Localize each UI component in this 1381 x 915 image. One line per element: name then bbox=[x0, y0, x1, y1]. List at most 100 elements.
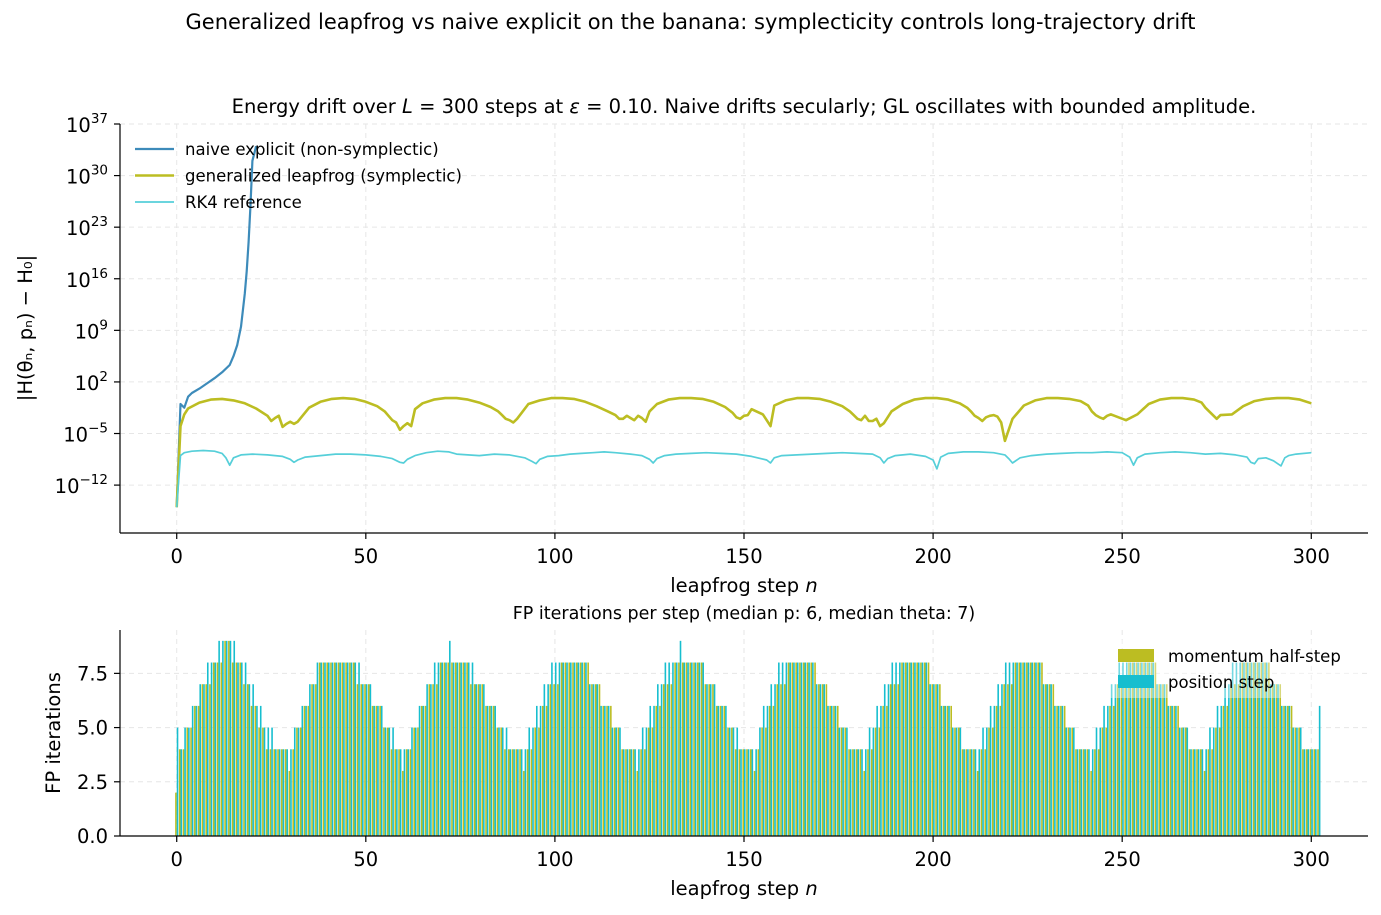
fp-bar-s1-112 bbox=[600, 705, 602, 836]
fp-bar-s1-283 bbox=[1246, 662, 1249, 836]
fp-bar-s1-103 bbox=[566, 662, 568, 836]
fp-bar-s1-10 bbox=[214, 662, 217, 836]
fp-bar-s0-192 bbox=[901, 662, 903, 836]
fp-bar-s0-30 bbox=[288, 770, 291, 836]
fp-bar-s0-212 bbox=[976, 770, 979, 836]
fp-bar-s1-50 bbox=[365, 684, 368, 836]
fp-bar-s0-281 bbox=[1237, 684, 1240, 836]
fp-bar-s0-198 bbox=[923, 662, 926, 836]
fp-bar-s1-233 bbox=[1057, 705, 1060, 836]
fp-bar-s1-177 bbox=[846, 727, 848, 836]
fp-bar-s1-67 bbox=[430, 684, 432, 836]
fp-y-ticks: 0.0 2.5 5.0 7.5 bbox=[77, 662, 120, 848]
fp-bar-s1-44 bbox=[343, 662, 345, 836]
fp-bar-s1-62 bbox=[411, 727, 413, 836]
fp-bar-s1-56 bbox=[388, 727, 391, 836]
fp-bar-s1-75 bbox=[460, 662, 462, 836]
fp-bar-s1-202 bbox=[940, 705, 943, 836]
fp-bar-s0-102 bbox=[560, 662, 563, 836]
fp-bar-s0-283 bbox=[1245, 662, 1247, 836]
energy-legend: naive explicit (non-symplectic) generaliz… bbox=[135, 140, 462, 212]
fp-bar-s0-60 bbox=[402, 770, 404, 836]
fp-bar-s1-24 bbox=[267, 727, 270, 836]
fp-bar-s1-141 bbox=[709, 684, 712, 836]
fp-bar-s1-85 bbox=[498, 727, 500, 836]
fp-bar-s1-214 bbox=[986, 727, 988, 836]
fp-bar-s1-100 bbox=[554, 662, 557, 836]
fp-bar-s0-178 bbox=[848, 749, 850, 836]
fp-bar-s0-35 bbox=[307, 705, 310, 836]
fp-bar-s1-104 bbox=[570, 662, 572, 836]
fp-bar-s0-137 bbox=[693, 662, 695, 836]
fp-bar-s0-236 bbox=[1067, 727, 1070, 836]
fp-bar-s0-206 bbox=[954, 727, 956, 836]
fp-bar-s1-272 bbox=[1205, 749, 1207, 836]
fp-bar-s1-77 bbox=[467, 662, 470, 836]
fp-bar-s0-17 bbox=[239, 662, 242, 836]
fp-bar-s1-188 bbox=[887, 684, 890, 836]
fp-bar-s1-17 bbox=[241, 662, 243, 836]
fp-bar-s1-222 bbox=[1016, 662, 1018, 836]
fp-bar-s1-69 bbox=[437, 662, 440, 836]
fp-bar-s1-124 bbox=[645, 727, 648, 836]
fp-bar-s1-249 bbox=[1118, 662, 1120, 836]
fp-bar-s1-91 bbox=[520, 749, 523, 836]
fp-bar-s0-24 bbox=[265, 749, 268, 836]
fp-bar-s1-32 bbox=[297, 727, 300, 836]
fp-bar-s1-154 bbox=[759, 727, 761, 836]
fp-bar-s0-1 bbox=[178, 749, 181, 836]
fp-bar-s1-45 bbox=[346, 662, 349, 836]
fp-bar-s1-113 bbox=[604, 705, 606, 836]
energy-y-label: |H(θₙ, pₙ) − H₀| bbox=[14, 255, 37, 401]
fp-bar-s0-295 bbox=[1290, 705, 1293, 836]
fp-bar-s1-166 bbox=[804, 662, 807, 836]
fp-bar-s1-205 bbox=[952, 727, 954, 836]
fp-bar-s0-44 bbox=[341, 662, 344, 836]
fp-bar-s1-20 bbox=[252, 684, 254, 836]
fp-bar-s0-302 bbox=[1317, 749, 1319, 836]
fp-bar-s1-213 bbox=[982, 727, 984, 836]
fp-bar-s0-68 bbox=[432, 684, 434, 836]
fp-bar-s0-42 bbox=[333, 662, 336, 836]
fp-bar-s1-167 bbox=[808, 662, 810, 836]
fp-bar-s0-28 bbox=[281, 749, 283, 836]
fp-bar-s0-274 bbox=[1211, 749, 1213, 836]
fp-bar-s1-34 bbox=[305, 705, 307, 836]
energy-ytick-label-7: 1037 bbox=[66, 111, 108, 137]
fp-bar-s1-219 bbox=[1004, 662, 1007, 836]
fp-bar-s0-134 bbox=[681, 662, 684, 836]
fp-bar-s1-208 bbox=[963, 749, 965, 836]
fp-bar-s0-87 bbox=[504, 749, 506, 836]
fp-bar-s1-189 bbox=[891, 662, 894, 836]
fp-bars bbox=[175, 640, 1321, 836]
fp-bar-s0-142 bbox=[712, 684, 714, 836]
fp-bar-s0-117 bbox=[617, 727, 620, 836]
fp-bar-s1-33 bbox=[301, 705, 304, 836]
fp-bar-s1-169 bbox=[815, 684, 818, 836]
fp-bar-s0-197 bbox=[920, 662, 922, 836]
fp-bar-s0-107 bbox=[579, 662, 582, 836]
fp-bar-s0-171 bbox=[821, 684, 824, 836]
fp-bar-s0-220 bbox=[1007, 684, 1009, 836]
fp-bar-s0-116 bbox=[613, 727, 616, 836]
fp-bar-s0-3 bbox=[186, 727, 189, 836]
fp-bar-s0-244 bbox=[1097, 749, 1100, 836]
fp-bar-s1-143 bbox=[717, 705, 720, 836]
fp-bar-s0-67 bbox=[428, 684, 431, 836]
fp-bar-s0-173 bbox=[829, 705, 831, 836]
fp-bar-s0-138 bbox=[697, 662, 699, 836]
fp-bar-s0-242 bbox=[1090, 770, 1092, 836]
fp-bar-s1-99 bbox=[551, 662, 553, 836]
fp-bar-s1-281 bbox=[1239, 662, 1242, 836]
fp-bar-s0-109 bbox=[587, 662, 589, 836]
fp-bar-s0-86 bbox=[500, 727, 502, 836]
fp-bar-s0-261 bbox=[1162, 684, 1164, 836]
fp-bar-s0-125 bbox=[647, 727, 650, 836]
fp-bar-s1-97 bbox=[543, 684, 546, 836]
fp-bar-s0-234 bbox=[1060, 705, 1062, 836]
fp-bar-s0-286 bbox=[1256, 662, 1259, 836]
fp-bar-s1-282 bbox=[1243, 662, 1245, 836]
fp-bar-s0-267 bbox=[1184, 727, 1187, 836]
fp-bar-s1-237 bbox=[1073, 727, 1075, 836]
fp-bar-s0-238 bbox=[1075, 749, 1077, 836]
